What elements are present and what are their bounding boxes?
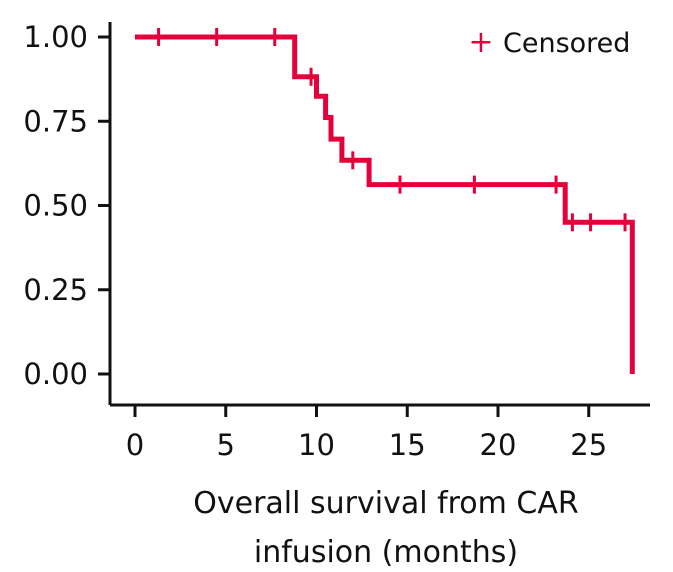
x-tick-label: 15 — [389, 428, 426, 462]
y-tick-label: 0.75 — [23, 104, 88, 138]
x-tick-label: 5 — [217, 428, 235, 462]
x-tick-label: 25 — [570, 428, 607, 462]
curve-layer — [135, 34, 635, 374]
x-ticks: 0 5 10 15 20 25 — [126, 405, 607, 462]
y-ticks: 0.00 0.25 0.50 0.75 1.00 — [23, 20, 110, 391]
x-tick-label: 0 — [126, 428, 144, 462]
legend-censored-label: Censored — [503, 28, 630, 59]
legend: + Censored — [468, 25, 630, 60]
y-tick-label: 0.00 — [23, 357, 88, 391]
x-tick-label: 10 — [298, 428, 335, 462]
legend-censored-marker: + — [468, 25, 493, 60]
survival-curve — [135, 34, 635, 374]
x-axis-title-line-2: infusion (months) — [254, 535, 518, 570]
y-tick-label: 0.50 — [23, 189, 88, 223]
x-tick-label: 20 — [480, 428, 517, 462]
censor-marks — [157, 28, 627, 232]
x-axis-title-line-1: Overall survival from CAR — [193, 486, 579, 521]
y-tick-label: 1.00 — [23, 20, 88, 54]
y-tick-label: 0.25 — [23, 273, 88, 307]
axes — [108, 22, 650, 407]
